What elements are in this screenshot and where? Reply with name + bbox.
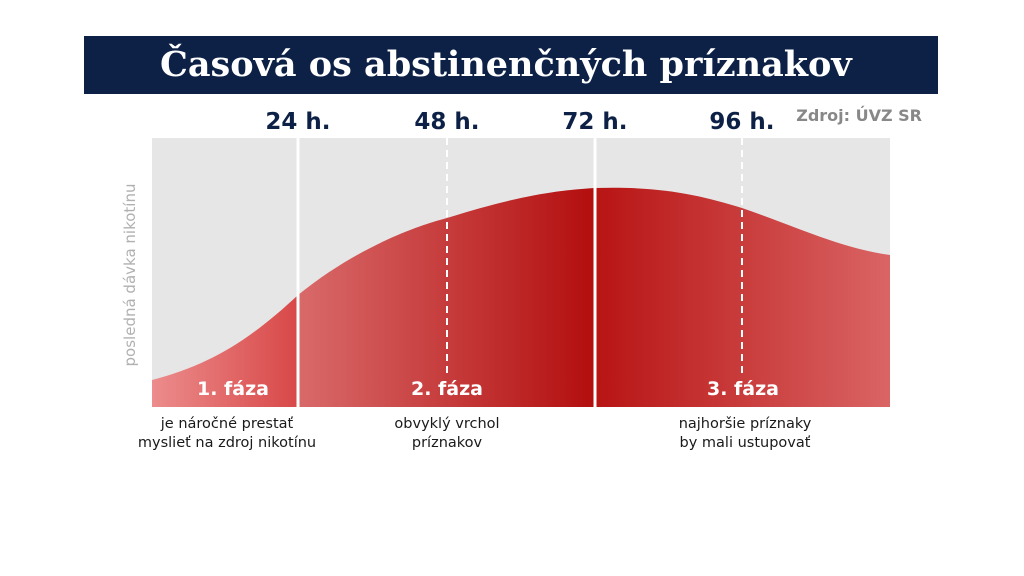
time-mark: 96 h. <box>709 109 774 135</box>
phase-description: najhoršie príznaky <box>679 416 812 432</box>
phase-description: by mali ustupovať <box>680 435 811 451</box>
phase-label: 2. fáza <box>411 378 483 400</box>
phase-description: obvyklý vrchol <box>394 416 499 432</box>
phase-description: myslieť na zdroj nikotínu <box>138 435 316 451</box>
source: Zdroj: ÚVZ SR <box>796 106 922 125</box>
title: Časová os abstinenčných príznakov <box>160 43 853 85</box>
phase-description: je náročné prestať <box>160 416 294 432</box>
time-mark: 72 h. <box>562 109 627 135</box>
phase-label: 1. fáza <box>197 378 269 400</box>
y-label: posledná dávka nikotínu <box>121 184 139 367</box>
time-mark: 48 h. <box>414 109 479 135</box>
phase-description: príznakov <box>412 435 483 451</box>
time-mark: 24 h. <box>265 109 330 135</box>
phase-label: 3. fáza <box>707 378 779 400</box>
title-bar <box>84 36 938 94</box>
